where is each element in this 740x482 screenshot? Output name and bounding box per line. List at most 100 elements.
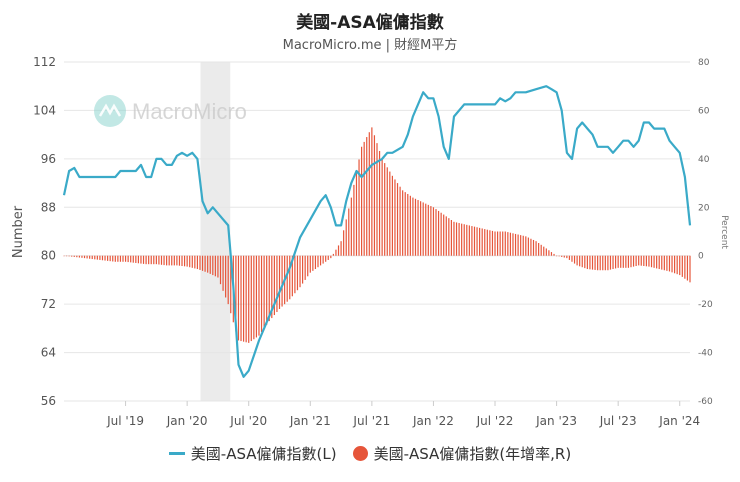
yoy-bar (266, 255, 268, 325)
yoy-bar (91, 255, 93, 260)
yoy-bar (612, 255, 614, 270)
yoy-bar (450, 219, 453, 256)
yoy-bar (522, 235, 524, 256)
yoy-bar (289, 255, 291, 300)
yoy-bar (504, 231, 506, 256)
yoy-bar (581, 255, 583, 268)
yoy-bar (286, 255, 288, 302)
yoy-bar (663, 255, 665, 271)
yoy-bar (142, 255, 145, 264)
yoy-bar (107, 255, 109, 261)
yoy-bar (194, 255, 196, 269)
yoy-bar (597, 255, 599, 271)
yoy-bar (555, 255, 558, 257)
yoy-bar (566, 255, 568, 259)
yoy-bar (520, 235, 522, 256)
y-left-tick-label: 88 (41, 200, 56, 214)
yoy-bar (178, 255, 181, 266)
yoy-bar (191, 255, 193, 268)
watermark: MacroMicro (94, 95, 247, 127)
yoy-bar (653, 255, 655, 268)
y-right-tick-label: 40 (698, 155, 710, 165)
yoy-bar (209, 255, 211, 274)
yoy-bar (101, 255, 104, 261)
yoy-bar (112, 255, 114, 262)
chart-subtitle: MacroMicro.me | 財經M平方 (282, 38, 458, 53)
y-right-tick-label: -40 (698, 349, 713, 359)
x-tick-label: Jan '20 (166, 414, 208, 428)
y-left-tick-label: 72 (41, 297, 56, 311)
yoy-bar (314, 255, 317, 270)
yoy-bar (237, 255, 240, 341)
y-axis-left-ticks: 56 64 72 80 88 96 104 112 (33, 55, 56, 408)
yoy-bar (417, 200, 419, 256)
yoy-bar (530, 238, 532, 256)
yoy-bar (453, 221, 455, 256)
yoy-bar (568, 255, 571, 260)
yoy-bar (512, 233, 514, 256)
yoy-bar (304, 255, 306, 280)
yoy-bar (550, 252, 553, 256)
yoy-bar (437, 210, 440, 256)
yoy-bar (645, 255, 647, 267)
yoy-bar (396, 183, 399, 256)
yoy-bar (207, 255, 209, 273)
yoy-bar (579, 255, 581, 267)
yoy-bar (186, 255, 188, 267)
yoy-bar (576, 255, 578, 266)
yoy-bar (681, 255, 683, 277)
yoy-bar (71, 255, 73, 257)
yoy-bar (337, 245, 340, 256)
x-tick-label: Jul '21 (352, 414, 390, 428)
yoy-bar (127, 255, 129, 263)
yoy-bar (325, 255, 327, 262)
x-axis-ticks: Jul '19 Jan '20 Jul '20 Jan '21 Jul '21 Jan '… (106, 401, 700, 428)
yoy-bar (373, 135, 376, 256)
yoy-bar (394, 179, 396, 256)
yoy-bar (684, 255, 686, 279)
yoy-bar (322, 255, 324, 264)
yoy-bar (599, 255, 601, 271)
yoy-bar (445, 216, 447, 256)
yoy-bar (130, 255, 132, 263)
yoy-bar (432, 207, 435, 256)
yoy-bar (245, 255, 247, 343)
yoy-bar (343, 230, 345, 256)
yoy-bar (509, 232, 512, 256)
yoy-bar (443, 214, 445, 256)
yoy-bar (640, 255, 642, 266)
yoy-bar (573, 255, 576, 264)
yoy-bar (427, 204, 429, 256)
chart-area: MacroMicro 56 64 72 80 88 96 104 112 -60 -40 -20 0… (11, 55, 729, 428)
yoy-bar (455, 222, 458, 256)
yoy-bar (627, 255, 630, 268)
yoy-bar (119, 255, 122, 262)
yoy-bar (409, 195, 411, 256)
legend-item-index[interactable]: 美國-ASA僱傭指數(L) (168, 443, 337, 464)
yoy-bar (366, 137, 368, 256)
yoy-bar (148, 255, 150, 265)
y-axis-right-label: Percent (719, 215, 729, 249)
yoy-bar (255, 255, 258, 338)
yoy-bar (622, 255, 624, 268)
yoy-bar (235, 255, 237, 332)
yoy-bar (391, 175, 393, 256)
yoy-bar (532, 239, 535, 256)
yoy-bar (230, 255, 232, 314)
yoy-bar (420, 201, 422, 256)
yoy-bar (425, 203, 427, 256)
yoy-bar (271, 255, 273, 319)
yoy-bar (471, 226, 473, 256)
yoy-bar (514, 233, 517, 256)
yoy-bar (307, 255, 309, 277)
y-axis-right-ticks: -60 -40 -20 0 20 40 60 80 (698, 58, 713, 407)
yoy-bar (466, 224, 468, 256)
legend-item-yoy[interactable]: 美國-ASA僱傭指數(年增率,R) (352, 443, 571, 464)
x-tick-label: Jan '23 (535, 414, 577, 428)
yoy-bar (558, 255, 560, 257)
yoy-bar (381, 158, 383, 256)
y-left-tick-label: 64 (41, 346, 56, 360)
yoy-bar (68, 255, 70, 257)
yoy-bar (117, 255, 119, 262)
yoy-bar (686, 255, 689, 281)
